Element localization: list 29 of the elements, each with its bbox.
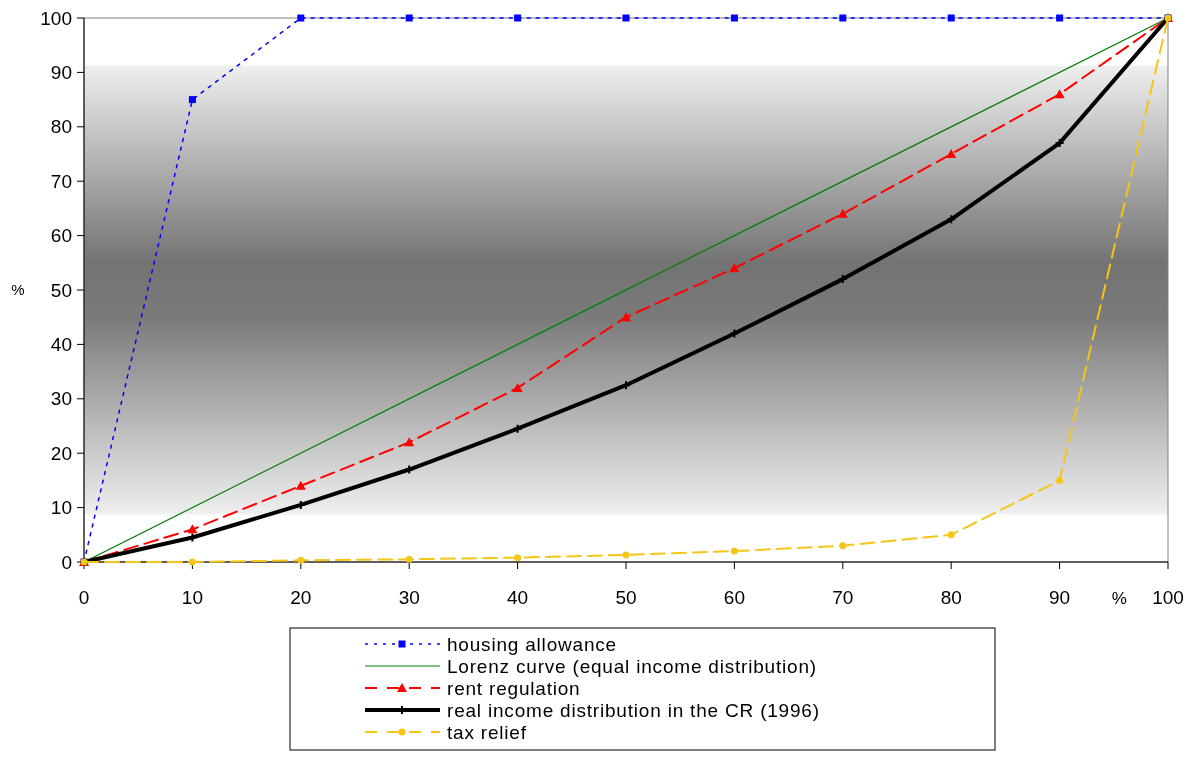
y-tick-label: 80 [50, 116, 72, 138]
x-tick-label: 60 [723, 587, 745, 608]
y-tick-label: 100 [40, 7, 72, 29]
y-axis-title: % [11, 281, 25, 299]
legend-label: tax relief [447, 721, 527, 743]
legend-label: housing allowance [447, 633, 617, 655]
x-tick-label: 90 [1049, 587, 1071, 608]
x-tick-label: 100 [1152, 587, 1184, 608]
y-tick-label: 70 [50, 170, 72, 192]
x-tick-label: 30 [398, 587, 420, 608]
legend-label: Lorenz curve (equal income distribution) [447, 655, 817, 677]
x-tick-label: 70 [832, 587, 854, 608]
y-tick-label: 0 [61, 551, 72, 573]
y-tick-label: 90 [50, 62, 72, 84]
x-tick-label: 20 [290, 587, 312, 608]
y-tick-label: 40 [50, 334, 72, 356]
x-tick-label: 50 [615, 587, 637, 608]
x-tick-label: 80 [940, 587, 962, 608]
x-tick-label: 10 [181, 587, 203, 608]
y-tick-label: 60 [50, 225, 72, 247]
y-tick-label: 20 [50, 442, 72, 464]
y-tick-label: 30 [50, 388, 72, 410]
legend-label: rent regulation [447, 677, 581, 699]
y-tick-label: 50 [50, 279, 72, 301]
x-tick-label: 40 [507, 587, 529, 608]
x-axis-title: % [1111, 589, 1127, 608]
x-tick-label: 0 [78, 587, 90, 608]
y-tick-label: 10 [50, 497, 72, 519]
legend-label: real income distribution in the CR (1996) [447, 699, 820, 721]
